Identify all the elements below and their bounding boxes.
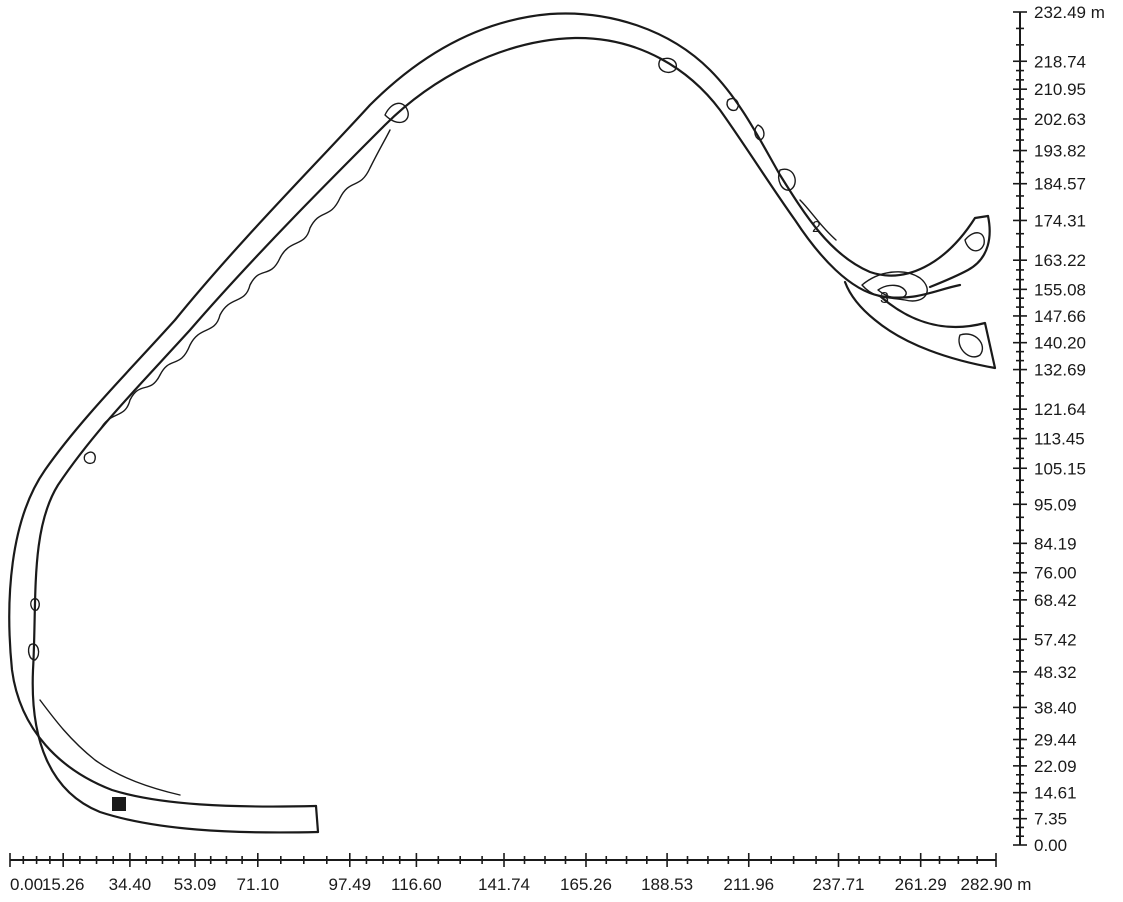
contour-blob-5 [778,168,796,191]
x-tick-label: 165.26 [560,875,612,894]
y-tick-label: 76.00 [1034,564,1077,583]
contour-blob-7 [30,598,40,611]
contour-curve-2 [799,199,837,241]
road-fork-lower [843,280,997,370]
contour-fork-inner [877,284,907,299]
x-tick-label: 261.29 [895,875,947,894]
y-tick-label: 84.19 [1034,534,1077,553]
contour-fork-lower-blob [958,333,984,358]
contour-blob-8 [27,643,40,661]
contour-fork-outer [861,271,928,302]
x-tick-label: 141.74 [478,875,530,894]
y-tick-label: 14.61 [1034,784,1077,803]
y-tick-label: 132.69 [1034,361,1086,380]
y-tick-label: 232.49 m [1034,3,1105,22]
x-tick-label: 0.00 [10,875,43,894]
contour-label-3: 3 [880,290,889,307]
y-axis: 0.00 7.35 14.61 22.09 29.44 38.40 48.32 57.42 68… [1013,3,1105,855]
x-tick-label: 15.26 [42,875,85,894]
y-tick-label: 95.09 [1034,495,1077,514]
y-tick-label: 57.42 [1034,630,1077,649]
y-tick-label: 218.74 [1034,52,1086,71]
x-tick-label: 34.40 [109,875,152,894]
y-tick-label: 113.45 [1034,430,1085,449]
contour-label-2: 2 [812,219,821,236]
y-tick-label: 121.64 [1034,400,1086,419]
y-tick-label: 147.66 [1034,307,1086,326]
y-tick-label: 210.95 [1034,80,1086,99]
x-tick-label: 53.09 [174,875,217,894]
y-tick-label: 48.32 [1034,663,1077,682]
y-tick-label: 163.22 [1034,251,1086,270]
y-tick-label: 202.63 [1034,110,1086,129]
x-tick-label: 97.49 [329,875,372,894]
road-end-cap [314,804,320,834]
road-inner-edge [31,36,962,834]
contour-blob-3 [726,97,739,112]
y-tick-label: 7.35 [1034,810,1067,829]
road-fork-upper [928,214,991,289]
contour-blob-2 [658,57,677,74]
y-tick-label: 29.44 [1034,731,1077,750]
x-tick-label: 211.96 [723,875,774,894]
y-tick-label: 22.09 [1034,757,1077,776]
y-tick-label: 193.82 [1034,142,1086,161]
x-tick-label: 188.53 [641,875,693,894]
y-tick-label: 184.57 [1034,175,1086,194]
road-outer-edge [8,12,990,808]
contour-line-left [99,129,391,431]
y-tick-label: 174.31 [1034,211,1086,230]
y-tick-label: 68.42 [1034,591,1077,610]
y-tick-label: 105.15 [1034,459,1086,478]
x-tick-label: 282.90 m [961,875,1032,894]
start-marker [112,797,126,811]
x-tick-label: 237.71 [812,875,864,894]
y-tick-label: 0.00 [1034,836,1067,855]
x-tick-label: 116.60 [391,875,442,894]
y-tick-label: 38.40 [1034,698,1077,717]
x-tick-label: 71.10 [237,875,280,894]
contour-blob-1 [384,102,409,124]
contour-blob-4 [754,124,765,141]
contour-blob-6 [83,451,96,465]
contour-curve-lower [39,699,181,796]
contour-fork-upper-blob [964,232,985,252]
y-tick-label: 155.08 [1034,280,1086,299]
y-tick-label: 140.20 [1034,334,1086,353]
